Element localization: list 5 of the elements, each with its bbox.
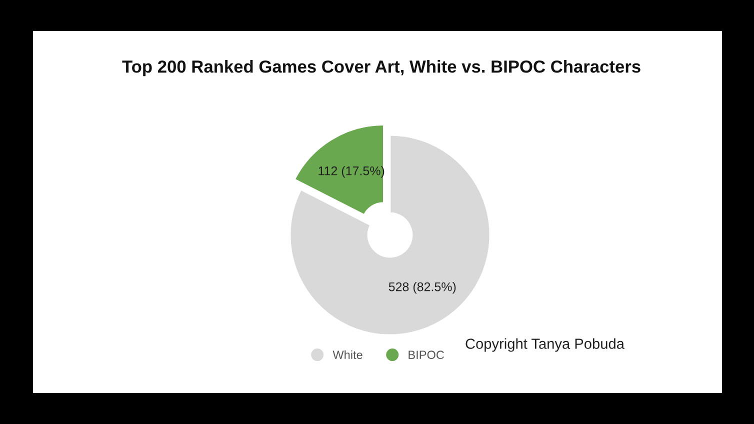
legend-label: White: [332, 350, 362, 360]
text: Copyright Tanya Pobuda: [466, 338, 624, 352]
data-label: 528 (82.5%): [388, 282, 456, 294]
legend-label: BIPOC: [408, 350, 444, 360]
chart-title: Top 200 Ranked Games Cover Art, White vs. BIPOC Characters: [122, 60, 640, 76]
